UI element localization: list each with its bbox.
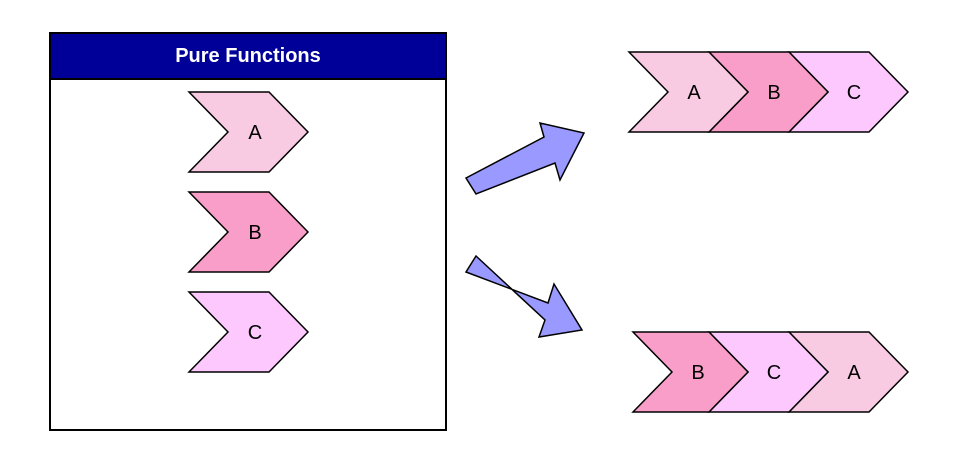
function-chevron-a: A [187, 91, 310, 173]
chevron-shape [187, 91, 310, 173]
chevron-label: B [691, 362, 704, 384]
pipeline-2: A C B [631, 331, 910, 413]
pipeline-1-step-3: C [787, 51, 910, 133]
chevron-label: A [248, 122, 262, 144]
chevron-label: A [687, 82, 701, 104]
arrow-up-right [464, 121, 586, 195]
arrow-down-right [464, 254, 584, 338]
chevron-label: A [847, 362, 861, 384]
function-chevron-b: B [187, 191, 310, 273]
panel-title: Pure Functions [175, 44, 321, 67]
panel-header: Pure Functions [51, 34, 445, 80]
chevron-label: C [248, 322, 262, 344]
chevron-shape [627, 51, 750, 133]
chevron-shape [631, 331, 750, 413]
pipeline-2-step-1: B [631, 331, 750, 413]
pipeline-1-step-1: A [627, 51, 750, 133]
chevron-label: C [847, 82, 861, 104]
chevron-shape [187, 191, 310, 273]
pipeline-1: C B A [627, 51, 910, 133]
chevron-label: B [248, 222, 261, 244]
function-chevron-c: C [187, 291, 310, 373]
chevron-shape [187, 291, 310, 373]
chevron-label: B [767, 82, 780, 104]
chevron-label: C [767, 362, 781, 384]
